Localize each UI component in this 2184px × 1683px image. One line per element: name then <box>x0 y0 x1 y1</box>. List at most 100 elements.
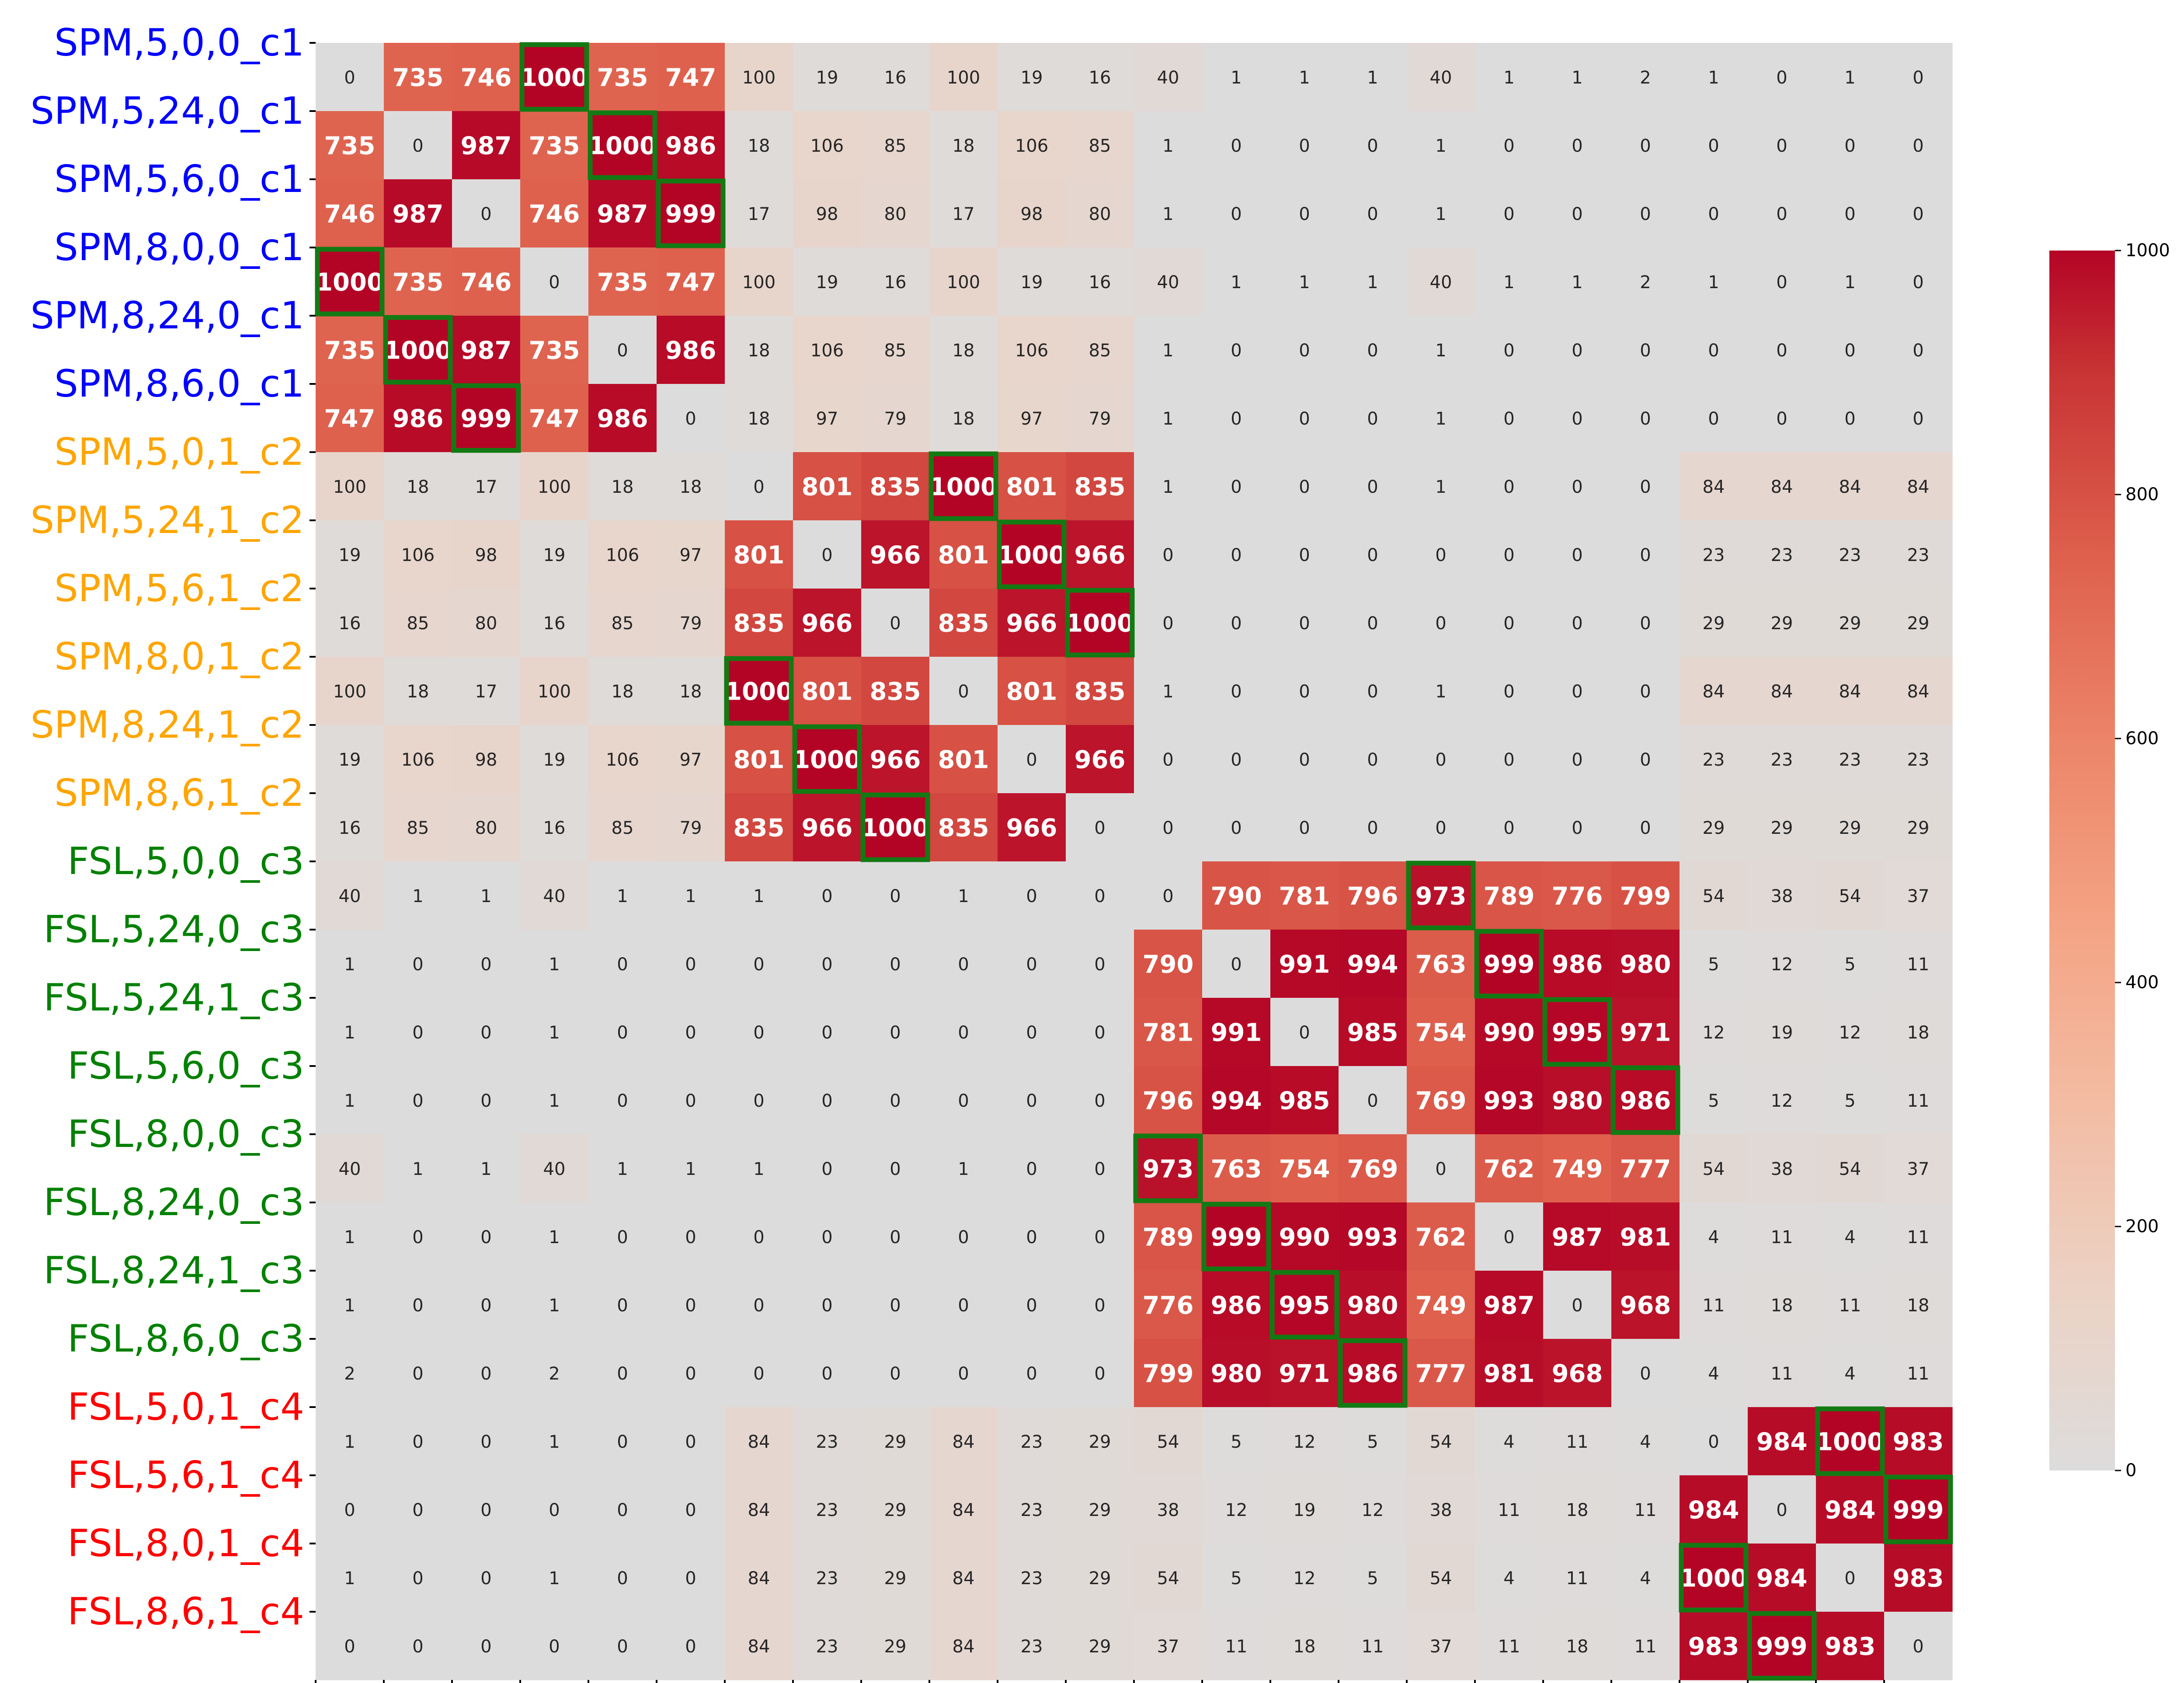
cell-value-r0-c12: 40 <box>1157 68 1179 88</box>
colorbar-tick-label-2: 400 <box>2125 972 2159 993</box>
heatmap-cell-r10-c22 <box>1816 725 1885 794</box>
heatmap-cell-r22-c9 <box>929 1544 998 1612</box>
heatmap-cell-r18-c1 <box>384 1271 452 1339</box>
heatmap-cell-r0-c10 <box>998 43 1066 112</box>
heatmap-cell-r21-c22 <box>1816 1475 1885 1544</box>
heatmap-cell-r22-c6 <box>725 1544 793 1612</box>
heatmap-cell-r23-c11 <box>1066 1612 1134 1680</box>
heatmap-cell-r6-c9 <box>929 452 998 521</box>
heatmap-cell-r23-c10 <box>998 1612 1066 1680</box>
cell-value-r18-c3: 1 <box>549 1296 560 1316</box>
cell-value-r3-c10: 19 <box>1021 272 1043 293</box>
heatmap-cell-labels: 0 735 746 1000 735 747 100 19 16 100 19 16 40 1 1 1 40 1 1… <box>316 64 1944 1661</box>
cell-value-r16-c2: 1 <box>480 1159 491 1179</box>
heatmap-cell-r16-c3 <box>520 1134 589 1203</box>
cell-value-r7-c2: 98 <box>475 545 497 565</box>
heatmap-cell-r7-c23 <box>1884 520 1953 589</box>
cell-value-r18-c1: 0 <box>412 1296 423 1316</box>
heatmap-cell-r3-c7 <box>793 247 862 316</box>
cell-value-r18-c6: 0 <box>753 1296 764 1316</box>
highlight-box-9 <box>724 656 794 726</box>
cell-value-r10-c8: 966 <box>870 746 921 774</box>
row-label-11: SPM,8,6,1_c2 <box>54 771 304 815</box>
heatmap-cell-r16-c8 <box>861 1134 930 1203</box>
cell-value-r0-c22: 1 <box>1844 68 1855 88</box>
heatmap-cell-r18-c20 <box>1680 1271 1748 1339</box>
cell-value-r19-c6: 0 <box>753 1364 764 1384</box>
cell-value-r15-c12: 796 <box>1143 1087 1194 1115</box>
cell-value-r2-c11: 80 <box>1089 204 1111 224</box>
cell-value-r15-c17: 993 <box>1484 1087 1535 1115</box>
cell-value-r19-c11: 0 <box>1094 1364 1105 1384</box>
cell-value-r23-c23: 0 <box>1913 1637 1923 1657</box>
cell-value-r12-c2: 1 <box>480 886 491 906</box>
heatmap-cell-r4-c16 <box>1407 316 1475 384</box>
cell-value-r8-c7: 966 <box>802 610 853 638</box>
cell-value-r13-c17: 999 <box>1484 951 1535 979</box>
cell-value-r6-c1: 18 <box>407 477 429 497</box>
cell-value-r13-c1: 0 <box>412 955 423 975</box>
heatmap-cell-r9-c3 <box>520 657 589 725</box>
cell-value-r10-c22: 23 <box>1839 750 1861 770</box>
heatmap-cell-r1-c1 <box>384 111 452 180</box>
heatmap-cell-r16-c0 <box>316 1134 384 1203</box>
heatmap-cell-r18-c15 <box>1339 1271 1407 1339</box>
heatmap-cell-r3-c20 <box>1680 247 1748 316</box>
heatmap-cell-r6-c7 <box>793 452 862 521</box>
cell-value-r9-c19: 0 <box>1640 682 1651 702</box>
heatmap-cell-r7-c7 <box>793 520 862 589</box>
heatmap-cell-r15-c17 <box>1475 1066 1544 1135</box>
cell-value-r11-c2: 80 <box>475 818 497 838</box>
cell-value-r1-c16: 1 <box>1435 136 1446 156</box>
cell-value-r4-c3: 735 <box>529 337 580 365</box>
heatmap-cell-r11-c16 <box>1407 793 1475 862</box>
cell-value-r18-c18: 0 <box>1572 1296 1582 1316</box>
heatmap-cell-r5-c1 <box>384 384 452 453</box>
row-label-6: SPM,5,0,1_c2 <box>54 430 304 474</box>
heatmap-cell-r8-c1 <box>384 589 452 657</box>
cell-value-r23-c20: 983 <box>1688 1633 1739 1661</box>
heatmap-cell-r13-c19 <box>1611 930 1680 998</box>
cell-value-r10-c19: 0 <box>1640 750 1651 770</box>
heatmap-cell-r10-c0 <box>316 725 384 794</box>
heatmap-cell-r4-c11 <box>1066 316 1134 384</box>
cell-value-r5-c21: 0 <box>1776 409 1787 429</box>
colorbar-ticks: 0 200 400 600 800 1000 <box>2115 240 2170 1481</box>
heatmap-cell-r2-c16 <box>1407 179 1475 248</box>
cell-value-r6-c3: 100 <box>538 477 571 497</box>
heatmap-cell-r1-c2 <box>452 111 521 180</box>
cell-value-r2-c14: 0 <box>1299 204 1310 224</box>
cell-value-r22-c9: 84 <box>953 1568 975 1589</box>
heatmap-cell-r23-c1 <box>384 1612 452 1680</box>
cell-value-r22-c17: 4 <box>1503 1568 1514 1589</box>
heatmap-cell-r5-c14 <box>1270 384 1339 453</box>
cell-value-r16-c20: 54 <box>1703 1159 1725 1179</box>
cell-value-r2-c9: 17 <box>953 204 975 224</box>
cell-value-r12-c15: 796 <box>1347 882 1398 911</box>
heatmap-cell-r10-c13 <box>1202 725 1271 794</box>
cell-value-r1-c18: 0 <box>1572 136 1582 156</box>
heatmap-cell-r6-c11 <box>1066 452 1134 521</box>
cell-value-r18-c10: 0 <box>1026 1296 1037 1316</box>
heatmap-cell-r10-c4 <box>588 725 657 794</box>
cell-value-r9-c2: 17 <box>475 682 497 702</box>
cell-value-r14-c11: 0 <box>1094 1023 1105 1043</box>
heatmap-cell-r17-c13 <box>1202 1202 1271 1271</box>
heatmap-cell-r0-c6 <box>725 43 793 112</box>
heatmap-cell-r22-c10 <box>998 1544 1066 1612</box>
cell-value-r18-c9: 0 <box>958 1296 969 1316</box>
cell-value-r3-c7: 19 <box>816 272 838 293</box>
heatmap-cell-r6-c12 <box>1134 452 1203 521</box>
cell-value-r1-c17: 0 <box>1503 136 1514 156</box>
heatmap-cell-r0-c5 <box>657 43 725 112</box>
heatmap-cell-r1-c12 <box>1134 111 1203 180</box>
heatmap-cell-r21-c13 <box>1202 1475 1271 1544</box>
cell-value-r17-c4: 0 <box>617 1227 628 1247</box>
heatmap-cell-r4-c20 <box>1680 316 1748 384</box>
cell-value-r4-c19: 0 <box>1640 341 1651 361</box>
colorbar-tick-label-3: 600 <box>2125 728 2159 749</box>
cell-value-r23-c17: 11 <box>1498 1637 1520 1657</box>
cell-value-r5-c19: 0 <box>1640 409 1651 429</box>
heatmap-cell-r11-c4 <box>588 793 657 862</box>
heatmap-cell-r17-c4 <box>588 1202 657 1271</box>
